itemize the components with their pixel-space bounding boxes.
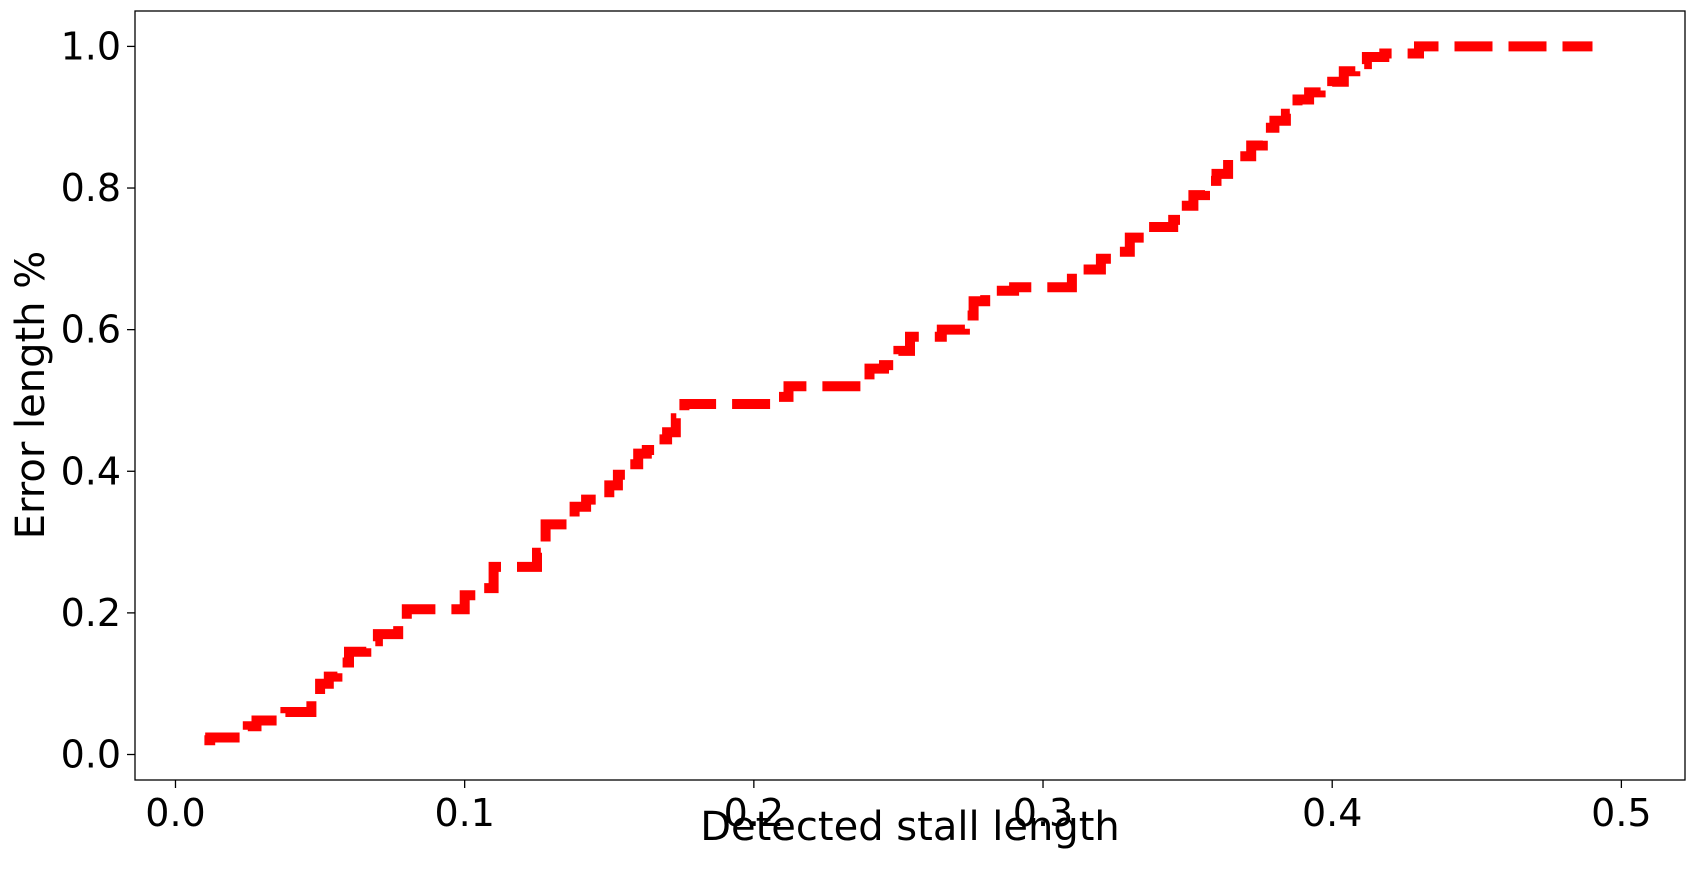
- x-tick-label: 0.5: [1591, 791, 1651, 835]
- x-axis: 0.0 0.1 0.2 0.3 0.4 0.5: [145, 780, 1652, 835]
- x-tick-label: 0.3: [1013, 791, 1073, 835]
- x-tick-label: 0.2: [724, 791, 784, 835]
- x-tick-label: 0.1: [434, 791, 494, 835]
- series-line-0: [204, 41, 1593, 746]
- x-tick-label: 0.0: [145, 791, 205, 835]
- y-tick-label: 0.8: [61, 166, 121, 210]
- plot-frame: [134, 10, 1686, 781]
- y-tick-label: 0.0: [61, 733, 121, 777]
- series-layer: [204, 41, 1593, 746]
- x-axis-title: Detected stall length: [700, 804, 1120, 850]
- y-axis-title: Error length %: [8, 251, 54, 539]
- y-tick-label: 0.2: [61, 591, 121, 635]
- y-tick-label: 0.6: [61, 308, 121, 352]
- y-axis: 0.0 0.2 0.4 0.6 0.8 1.0: [61, 24, 135, 777]
- x-tick-label: 0.4: [1302, 791, 1362, 835]
- y-tick-label: 0.4: [61, 449, 121, 493]
- y-tick-label: 1.0: [61, 24, 121, 68]
